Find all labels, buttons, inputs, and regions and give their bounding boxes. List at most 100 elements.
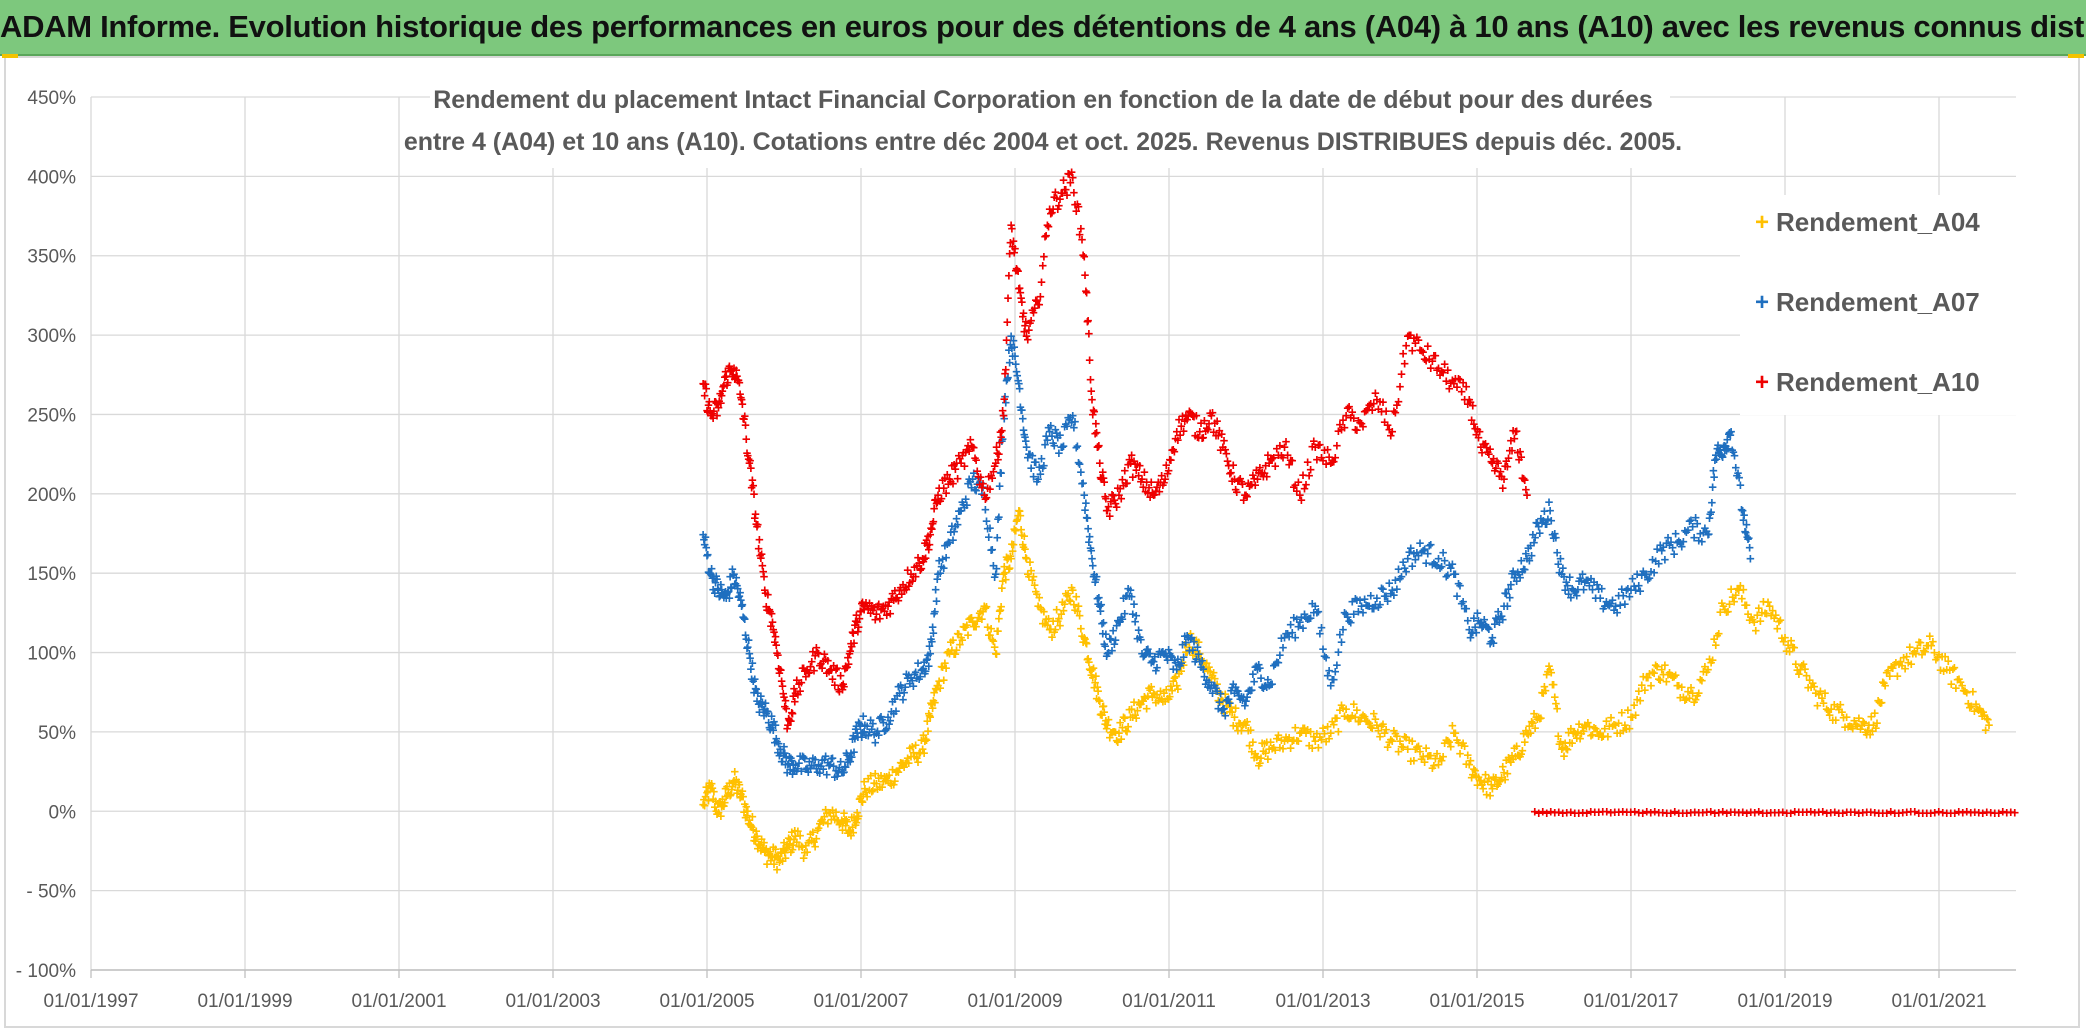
rendement-a07-point: + bbox=[1493, 612, 1502, 629]
rendement-a07-point: + bbox=[926, 646, 935, 663]
rendement-a04-point: + bbox=[1294, 733, 1303, 750]
rendement-a10-point: + bbox=[753, 519, 762, 536]
rendement-a07-point: + bbox=[1718, 449, 1727, 466]
rendement-a04-point: + bbox=[1497, 769, 1506, 786]
rendement-a04-point: + bbox=[1901, 660, 1910, 677]
rendement-a07-point: + bbox=[1262, 679, 1271, 696]
rendement-a07-point: + bbox=[1490, 616, 1499, 633]
rendement-a04-point: + bbox=[818, 812, 827, 829]
corner-mark-left bbox=[2, 54, 18, 58]
rendement-a07-point: + bbox=[1478, 619, 1487, 636]
rendement-a07-point: + bbox=[839, 764, 848, 781]
rendement-a04-point: + bbox=[1162, 681, 1171, 698]
rendement-a04-point: + bbox=[1060, 596, 1069, 613]
rendement-a04-point: + bbox=[962, 617, 971, 634]
rendement-a04-point: + bbox=[900, 759, 909, 776]
rendement-a07-point: + bbox=[1637, 567, 1646, 584]
rendement-a10-point: + bbox=[1014, 263, 1023, 280]
rendement-a07-point: + bbox=[1720, 437, 1729, 454]
rendement-a07-point: + bbox=[1131, 613, 1140, 630]
rendement-a07-point: + bbox=[718, 585, 727, 602]
rendement-a10-point: + bbox=[700, 376, 709, 393]
rendement-a07-point: + bbox=[979, 479, 988, 496]
rendement-a04-point: + bbox=[1356, 713, 1365, 730]
rendement-a07-point: + bbox=[1467, 625, 1476, 642]
rendement-a07-point: + bbox=[1713, 441, 1722, 458]
rendement-a07-point: + bbox=[1274, 654, 1283, 671]
rendement-a07-point: + bbox=[1651, 553, 1660, 570]
rendement-a07-point: + bbox=[1326, 677, 1335, 694]
rendement-a04-point: + bbox=[1004, 550, 1013, 567]
rendement-a04-point: + bbox=[1465, 757, 1474, 774]
rendement-a07-point: + bbox=[834, 763, 843, 780]
rendement-a07-point: + bbox=[827, 751, 836, 768]
rendement-a07-point: + bbox=[773, 734, 782, 751]
rendement-a04-point: + bbox=[843, 813, 852, 830]
rendement-a07-point: + bbox=[1560, 569, 1569, 586]
rendement-a04-point: + bbox=[951, 646, 960, 663]
rendement-a10-point: + bbox=[750, 486, 759, 503]
rendement-a07-point: + bbox=[854, 729, 863, 746]
rendement-a04-point: + bbox=[1961, 683, 1970, 700]
rendement-a04-point: + bbox=[1177, 663, 1186, 680]
y-tick-label-0: 450% bbox=[27, 88, 76, 109]
rendement-a04-point: + bbox=[893, 763, 902, 780]
rendement-a04-point: + bbox=[1246, 722, 1255, 739]
rendement-a04-point: + bbox=[1207, 669, 1216, 686]
rendement-a10-point: + bbox=[706, 407, 715, 424]
rendement-a04-point: + bbox=[758, 840, 767, 857]
rendement-a07-point: + bbox=[1236, 691, 1245, 708]
rendement-a04-point: + bbox=[1880, 675, 1889, 692]
rendement-a07-point: + bbox=[824, 754, 833, 771]
rendement-a04-point: + bbox=[1297, 724, 1306, 741]
rendement-a04-point: + bbox=[1172, 677, 1181, 694]
rendement-a07-point: + bbox=[1730, 448, 1739, 465]
x-tick-label-3: 01/01/2003 bbox=[505, 991, 600, 1012]
rendement-a04-point: + bbox=[1033, 586, 1042, 603]
rendement-a04-point: + bbox=[1011, 523, 1020, 540]
rendement-a07-point: + bbox=[782, 750, 791, 767]
rendement-a07-point: + bbox=[908, 672, 917, 689]
rendement-a04-point: + bbox=[1319, 720, 1328, 737]
rendement-a04-point: + bbox=[855, 791, 864, 808]
rendement-a04-point: + bbox=[859, 786, 868, 803]
rendement-a07-point: + bbox=[1503, 598, 1512, 615]
rendement-a07-point: + bbox=[1101, 626, 1110, 643]
rendement-a10-point: + bbox=[1003, 314, 1012, 331]
rendement-a04-point: + bbox=[1402, 730, 1411, 747]
rendement-a07-point: + bbox=[874, 727, 883, 744]
rendement-a04-point: + bbox=[1013, 512, 1022, 529]
rendement-a07-point: + bbox=[1579, 582, 1588, 599]
rendement-a04-point: + bbox=[1545, 658, 1554, 675]
rendement-a07-point: + bbox=[1334, 644, 1343, 661]
rendement-a04-point: + bbox=[1058, 594, 1067, 611]
rendement-a04-point: + bbox=[1932, 652, 1941, 669]
rendement-a07-point: + bbox=[1445, 557, 1454, 574]
rendement-a04-point: + bbox=[1155, 690, 1164, 707]
rendement-a07-point: + bbox=[1405, 544, 1414, 561]
rendement-a07-point: + bbox=[1741, 524, 1750, 541]
rendement-a04-point: + bbox=[1845, 718, 1854, 735]
rendement-a04-point: + bbox=[847, 828, 856, 845]
rendement-a07-point: + bbox=[1694, 532, 1703, 549]
rendement-a07-point: + bbox=[1481, 617, 1490, 634]
rendement-a04-point: + bbox=[874, 770, 883, 787]
rendement-a04-point: + bbox=[1317, 732, 1326, 749]
rendement-a07-point: + bbox=[1511, 566, 1520, 583]
rendement-a07-point: + bbox=[768, 717, 777, 734]
rendement-a07-point: + bbox=[751, 681, 760, 698]
rendement-a04-point: + bbox=[1550, 689, 1559, 706]
rendement-a04-point: + bbox=[711, 793, 720, 810]
rendement-a04-point: + bbox=[1619, 722, 1628, 739]
rendement-a10-point: + bbox=[1359, 419, 1368, 436]
rendement-a04-point: + bbox=[1088, 669, 1097, 686]
rendement-a07-point: + bbox=[899, 691, 908, 708]
rendement-a04-point: + bbox=[1146, 682, 1155, 699]
rendement-a07-point: + bbox=[1500, 598, 1509, 615]
rendement-a04-point: + bbox=[1103, 717, 1112, 734]
rendement-a04-point: + bbox=[1807, 679, 1816, 696]
rendement-a04-point: + bbox=[1150, 686, 1159, 703]
rendement-a04-point: + bbox=[1575, 716, 1584, 733]
rendement-a07-point: + bbox=[862, 727, 871, 744]
rendement-a04-point: + bbox=[1570, 724, 1579, 741]
